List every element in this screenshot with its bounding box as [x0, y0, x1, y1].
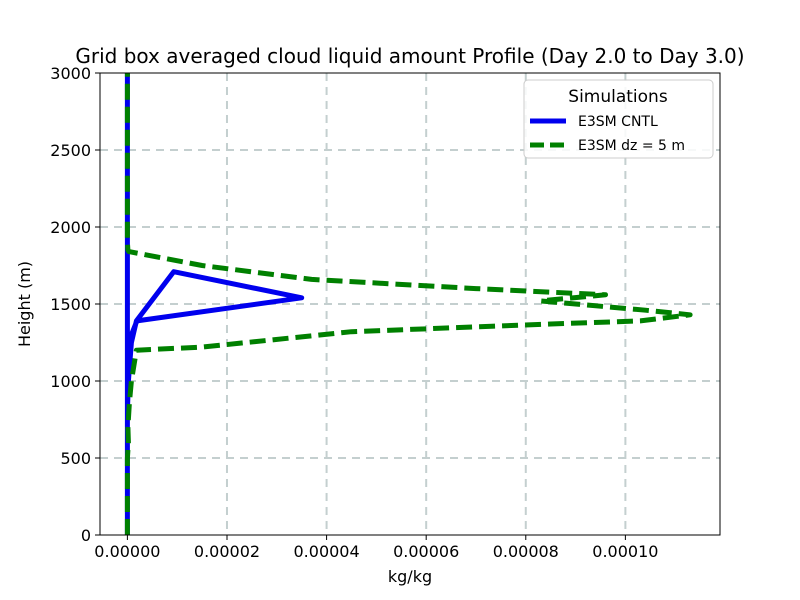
x-tick-label: 0.00004 [294, 542, 360, 561]
series-lines [124, 73, 693, 535]
x-tick-label: 0.00008 [493, 542, 559, 561]
legend-title: Simulations [568, 87, 668, 107]
series-line-1 [124, 73, 693, 535]
x-axis-label: kg/kg [388, 567, 432, 586]
x-tick-label: 0.00010 [592, 542, 658, 561]
y-axis-ticks: 0 500 1000 1500 2000 2500 3000 [50, 64, 100, 545]
x-axis-ticks: 0.00000 0.00002 0.00004 0.00006 0.00008 0.000… [94, 535, 658, 561]
y-tick-label: 1000 [50, 372, 91, 391]
x-tick-label: 0.00002 [194, 542, 260, 561]
x-tick-label: 0.00000 [94, 542, 160, 561]
y-tick-label: 3000 [50, 64, 91, 83]
y-tick-label: 2000 [50, 218, 91, 237]
legend-box [523, 79, 714, 159]
y-tick-label: 500 [60, 449, 91, 468]
y-tick-label: 1500 [50, 295, 91, 314]
chart-title: Grid box averaged cloud liquid amount Pr… [75, 44, 744, 68]
x-tick-label: 0.00006 [393, 542, 459, 561]
legend: Simulations E3SM CNTL E3SM dz = 5 m [523, 79, 714, 159]
y-tick-label: 0 [81, 526, 91, 545]
legend-label-cntl: E3SM CNTL [578, 114, 658, 130]
legend-label-dz5: E3SM dz = 5 m [578, 138, 685, 154]
y-tick-label: 2500 [50, 141, 91, 160]
y-axis-label: Height (m) [15, 261, 34, 347]
